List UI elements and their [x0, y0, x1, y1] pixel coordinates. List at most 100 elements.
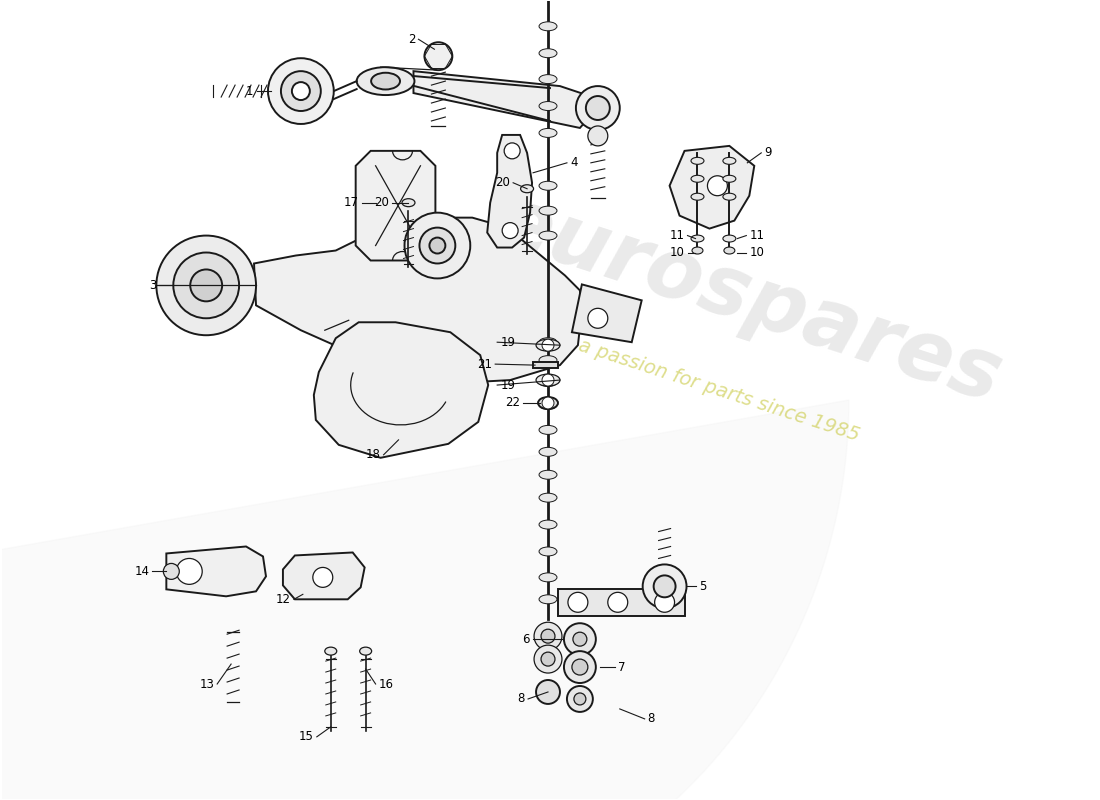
Ellipse shape	[539, 426, 557, 434]
Text: 13: 13	[199, 678, 214, 690]
Text: 1: 1	[245, 85, 253, 98]
Circle shape	[429, 238, 446, 254]
Polygon shape	[314, 322, 488, 458]
Polygon shape	[558, 590, 684, 616]
Circle shape	[587, 126, 608, 146]
Circle shape	[654, 592, 674, 612]
Circle shape	[163, 563, 179, 579]
Ellipse shape	[539, 338, 557, 346]
Ellipse shape	[539, 231, 557, 240]
Circle shape	[587, 308, 608, 328]
Ellipse shape	[691, 194, 704, 200]
Circle shape	[573, 632, 587, 646]
Text: eurospares: eurospares	[486, 181, 1012, 420]
Ellipse shape	[539, 547, 557, 556]
Circle shape	[707, 176, 727, 196]
Ellipse shape	[538, 397, 558, 409]
Ellipse shape	[539, 520, 557, 529]
Circle shape	[156, 235, 256, 335]
Ellipse shape	[371, 73, 400, 90]
Circle shape	[405, 213, 471, 278]
Circle shape	[542, 374, 554, 386]
Polygon shape	[0, 400, 849, 800]
Circle shape	[564, 651, 596, 683]
Text: 22: 22	[505, 397, 520, 410]
Text: 16: 16	[378, 678, 394, 690]
Ellipse shape	[539, 22, 557, 30]
Ellipse shape	[539, 493, 557, 502]
Text: 10: 10	[670, 246, 684, 259]
Ellipse shape	[539, 206, 557, 215]
Text: 18: 18	[365, 448, 381, 462]
Circle shape	[292, 82, 310, 100]
Text: 11: 11	[670, 229, 684, 242]
Circle shape	[572, 659, 587, 675]
Circle shape	[504, 143, 520, 159]
Ellipse shape	[539, 470, 557, 479]
Text: 10: 10	[749, 246, 764, 259]
Ellipse shape	[539, 595, 557, 604]
Text: 6: 6	[522, 633, 530, 646]
Circle shape	[608, 592, 628, 612]
Ellipse shape	[724, 247, 735, 254]
Ellipse shape	[692, 247, 703, 254]
Text: 12: 12	[276, 593, 290, 606]
Ellipse shape	[691, 158, 704, 164]
Polygon shape	[414, 71, 595, 128]
Circle shape	[176, 558, 202, 584]
Polygon shape	[166, 546, 266, 596]
Ellipse shape	[360, 647, 372, 655]
Polygon shape	[355, 151, 436, 261]
Ellipse shape	[539, 447, 557, 456]
Circle shape	[542, 397, 554, 409]
Circle shape	[642, 565, 686, 608]
Circle shape	[574, 693, 586, 705]
Text: 14: 14	[134, 565, 150, 578]
Ellipse shape	[723, 235, 736, 242]
Polygon shape	[534, 362, 558, 368]
Text: 17: 17	[343, 196, 359, 209]
Polygon shape	[487, 135, 532, 247]
Text: 19: 19	[500, 378, 515, 391]
Circle shape	[503, 222, 518, 238]
Circle shape	[535, 645, 562, 673]
Polygon shape	[283, 553, 364, 599]
Text: 4: 4	[570, 156, 578, 170]
Text: 11: 11	[749, 229, 764, 242]
Text: 5: 5	[700, 580, 707, 593]
Ellipse shape	[539, 129, 557, 138]
Ellipse shape	[539, 356, 557, 365]
Ellipse shape	[539, 102, 557, 110]
Ellipse shape	[539, 74, 557, 84]
Ellipse shape	[539, 378, 557, 386]
Circle shape	[268, 58, 333, 124]
Circle shape	[425, 42, 452, 70]
Text: 21: 21	[477, 358, 492, 370]
Circle shape	[541, 630, 556, 643]
Ellipse shape	[539, 401, 557, 410]
Circle shape	[576, 86, 619, 130]
Circle shape	[174, 253, 239, 318]
Circle shape	[535, 622, 562, 650]
Ellipse shape	[520, 185, 534, 193]
Ellipse shape	[539, 49, 557, 58]
Circle shape	[653, 575, 675, 598]
Text: 3: 3	[148, 279, 156, 292]
Text: 8: 8	[648, 712, 654, 726]
Polygon shape	[670, 146, 755, 229]
Circle shape	[568, 592, 587, 612]
Circle shape	[566, 686, 593, 712]
Text: 2: 2	[408, 33, 416, 46]
Circle shape	[536, 680, 560, 704]
Circle shape	[312, 567, 333, 587]
Ellipse shape	[723, 194, 736, 200]
Ellipse shape	[402, 198, 415, 206]
Circle shape	[542, 339, 554, 351]
Ellipse shape	[691, 175, 704, 182]
Circle shape	[419, 228, 455, 263]
Polygon shape	[254, 218, 582, 385]
Circle shape	[190, 270, 222, 302]
Ellipse shape	[539, 573, 557, 582]
Text: 20: 20	[495, 176, 510, 190]
Ellipse shape	[324, 647, 337, 655]
